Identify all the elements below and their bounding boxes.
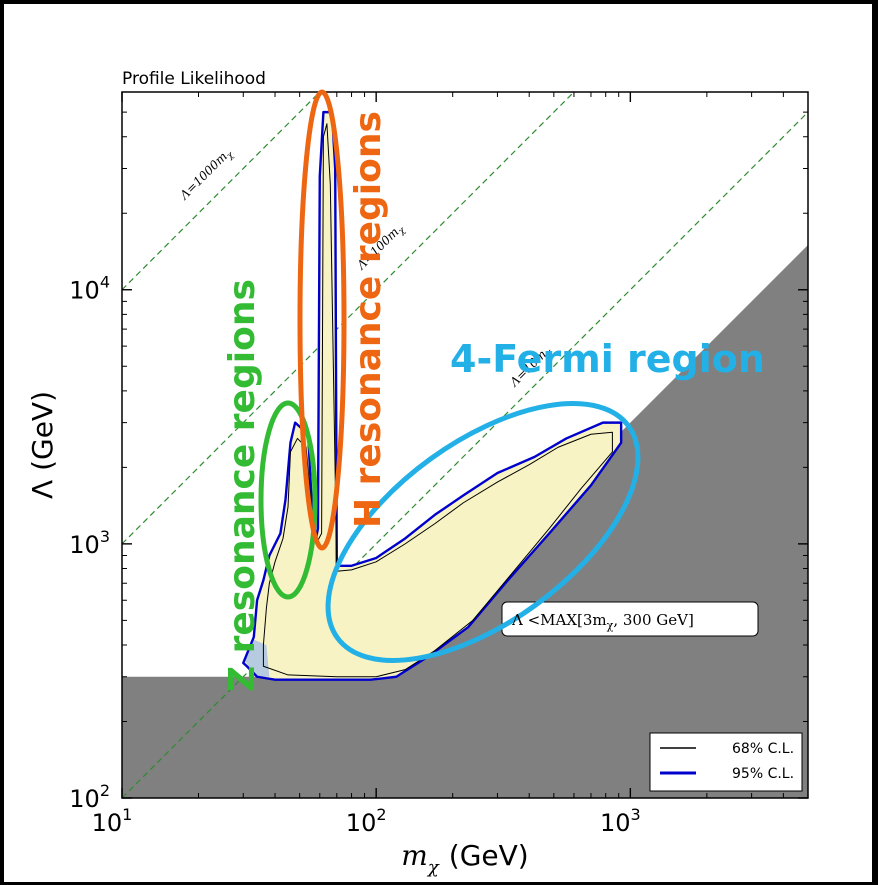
guide-label-1000: Λ=1000mχ bbox=[177, 145, 237, 205]
x-tick-label: 103 bbox=[600, 805, 641, 837]
excluded-region bbox=[122, 244, 808, 798]
fermi-label: 4-Fermi region bbox=[450, 337, 765, 381]
legend-box bbox=[649, 732, 803, 792]
plot-frame bbox=[121, 91, 809, 799]
x-axis-label: mχ (GeV) bbox=[401, 839, 528, 878]
x-tick-label: 102 bbox=[346, 805, 387, 837]
guide-line-100 bbox=[122, 92, 575, 545]
plot-area bbox=[122, 92, 808, 798]
z-resonance-label: Z resonance regions bbox=[222, 279, 263, 692]
ci95-fill bbox=[243, 112, 622, 680]
h-resonance-label: H resonance regions bbox=[348, 111, 389, 528]
x-tick-label: 101 bbox=[92, 805, 133, 837]
guide-line-10 bbox=[122, 111, 808, 798]
fermi-ellipse bbox=[325, 401, 641, 663]
legend-label-1: 95% C.L. bbox=[732, 766, 794, 782]
y-tick-label: 103 bbox=[69, 527, 110, 559]
legend-label-0: 68% C.L. bbox=[732, 741, 794, 757]
ci95-contour bbox=[242, 110, 623, 681]
guide-line-1000 bbox=[122, 92, 321, 291]
excluded-label: Λ <MAX[3mχ, 300 GeV] bbox=[511, 611, 694, 632]
excluded-label-box bbox=[501, 601, 759, 637]
h-resonance-ellipse bbox=[297, 89, 347, 551]
y-axis-label: Λ (GeV) bbox=[26, 391, 59, 499]
chart-title: Profile Likelihood bbox=[122, 69, 266, 89]
ci68-contour bbox=[262, 123, 613, 678]
y-tick-label: 102 bbox=[69, 781, 110, 813]
y-tick-label: 104 bbox=[69, 273, 110, 305]
z-resonance-ellipse bbox=[258, 400, 318, 600]
